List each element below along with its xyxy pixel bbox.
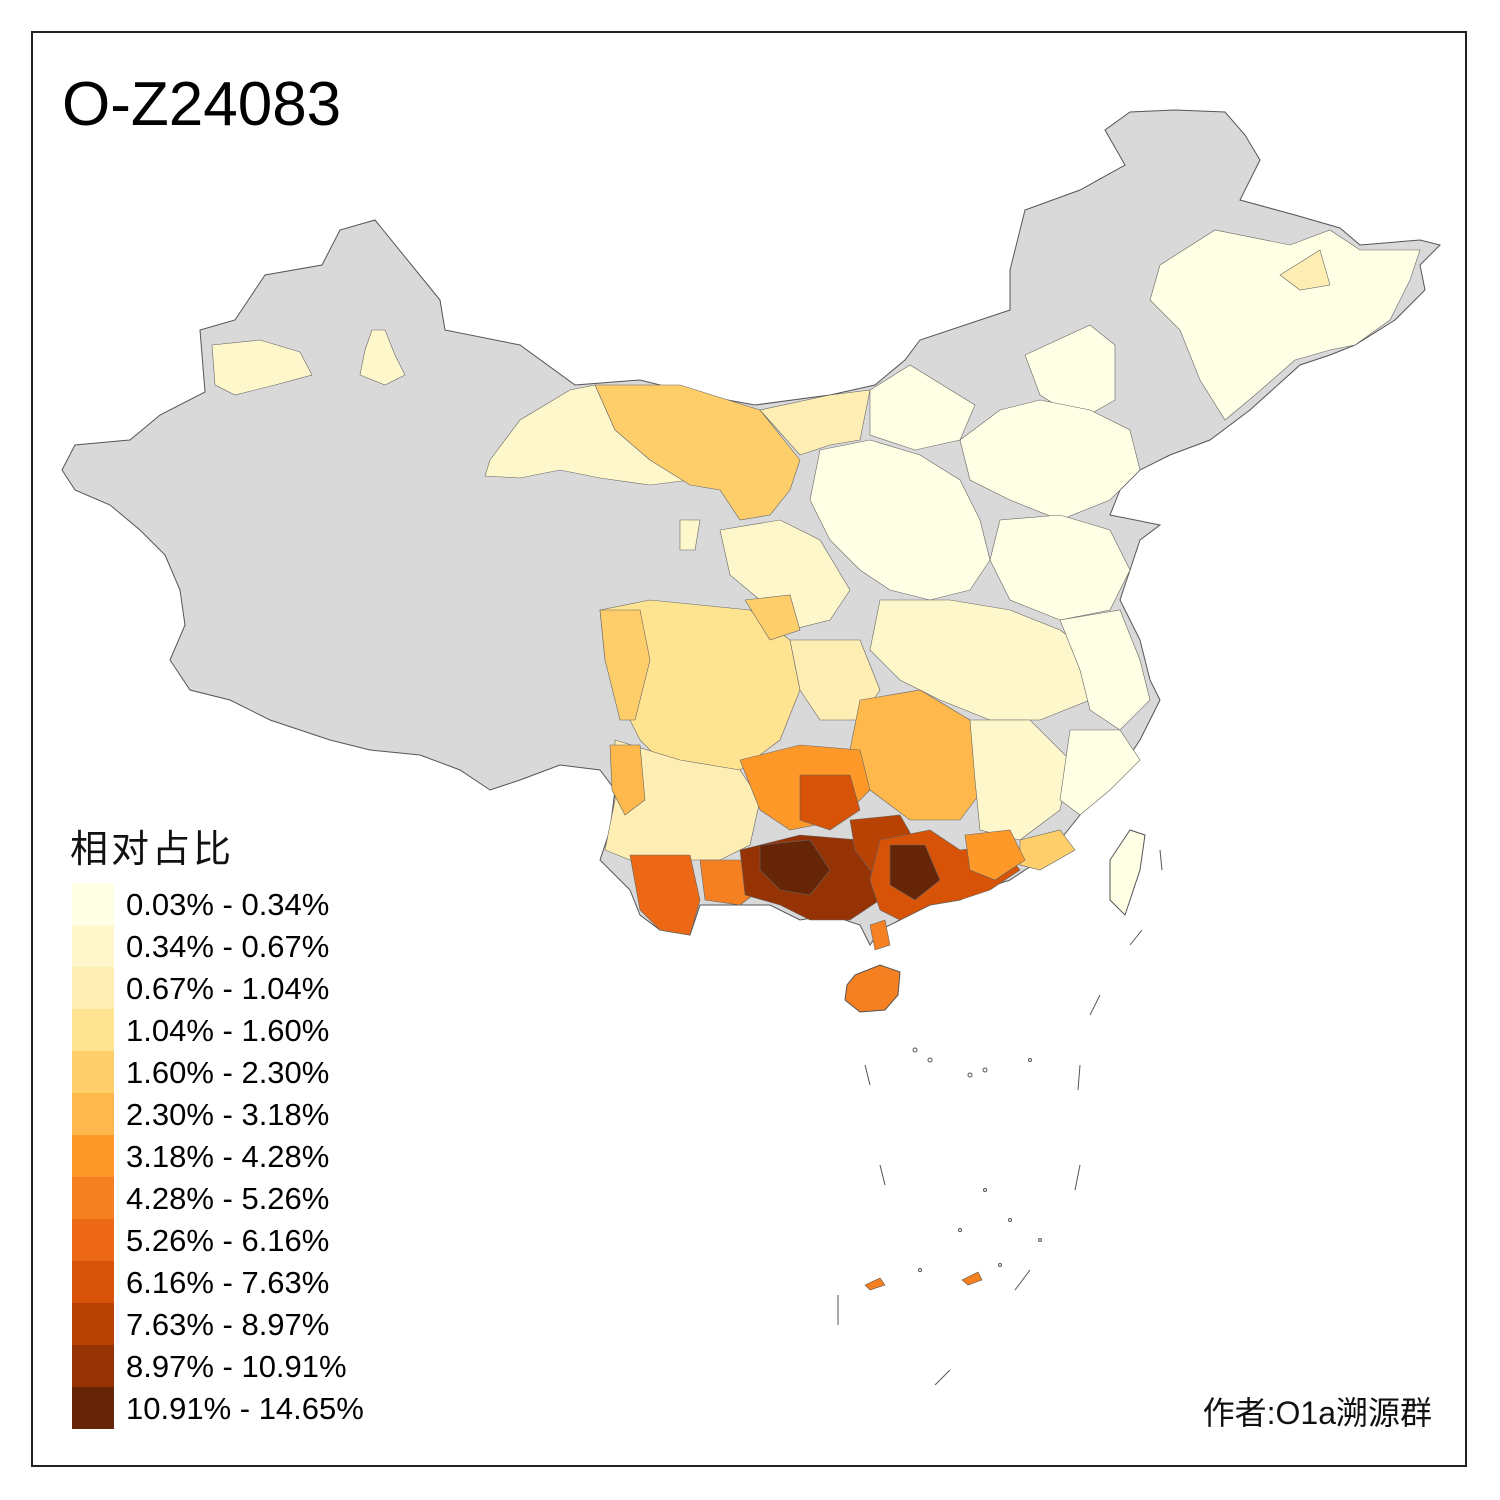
region-patch bbox=[1024, 324, 1116, 421]
legend-label: 0.03% - 0.34% bbox=[126, 887, 330, 922]
region-patch bbox=[799, 774, 861, 831]
legend-swatch bbox=[72, 1093, 114, 1135]
legend-item: 10.91% - 14.65% bbox=[72, 1387, 412, 1429]
map-frame bbox=[31, 31, 1467, 1467]
legend-item: 0.34% - 0.67% bbox=[72, 925, 412, 967]
legend-label: 7.63% - 8.97% bbox=[126, 1307, 330, 1342]
region-patch bbox=[719, 519, 851, 631]
legend-item: 4.28% - 5.26% bbox=[72, 1177, 412, 1219]
region-patch bbox=[1149, 229, 1421, 421]
legend-swatch bbox=[72, 1387, 114, 1429]
region-patch bbox=[809, 439, 991, 601]
legend-item: 2.30% - 3.18% bbox=[72, 1093, 412, 1135]
region-patch bbox=[629, 854, 701, 936]
region-patch bbox=[744, 594, 801, 641]
legend-item: 0.67% - 1.04% bbox=[72, 967, 412, 1009]
legend-item: 5.26% - 6.16% bbox=[72, 1219, 412, 1261]
legend-label: 1.04% - 1.60% bbox=[126, 1013, 330, 1048]
legend-label: 2.30% - 3.18% bbox=[126, 1097, 330, 1132]
region-patch bbox=[864, 1277, 886, 1291]
legend-label: 1.60% - 2.30% bbox=[126, 1055, 330, 1090]
legend-title: 相对占比 bbox=[70, 829, 235, 871]
region-patch bbox=[1059, 609, 1151, 731]
legend-label: 5.26% - 6.16% bbox=[126, 1223, 330, 1258]
region-patch bbox=[869, 919, 891, 951]
region-patch bbox=[889, 844, 941, 901]
legend-item: 3.18% - 4.28% bbox=[72, 1135, 412, 1177]
legend-label: 4.28% - 5.26% bbox=[126, 1181, 330, 1216]
region-patch bbox=[1279, 249, 1331, 291]
legend-item: 1.60% - 2.30% bbox=[72, 1051, 412, 1093]
region-patch bbox=[211, 339, 313, 396]
region-patch bbox=[869, 599, 1101, 721]
region-patch bbox=[359, 329, 406, 386]
region-patch bbox=[759, 389, 871, 456]
region-patch bbox=[1059, 729, 1141, 816]
legend-swatch bbox=[72, 1303, 114, 1345]
taiwan-island bbox=[1109, 829, 1146, 916]
region-patch bbox=[959, 399, 1141, 521]
region-patch bbox=[989, 514, 1131, 621]
legend: 0.03% - 0.34% 0.34% - 0.67% 0.67% - 1.04% 1… bbox=[72, 883, 412, 1429]
legend-label: 10.91% - 14.65% bbox=[126, 1391, 364, 1426]
legend-swatch bbox=[72, 1177, 114, 1219]
legend-swatch bbox=[72, 1219, 114, 1261]
legend-swatch bbox=[72, 1051, 114, 1093]
legend-item: 0.03% - 0.34% bbox=[72, 883, 412, 925]
hainan-island bbox=[844, 964, 901, 1013]
legend-label: 3.18% - 4.28% bbox=[126, 1139, 330, 1174]
region-patch bbox=[964, 829, 1026, 881]
legend-label: 0.34% - 0.67% bbox=[126, 929, 330, 964]
legend-item: 1.04% - 1.60% bbox=[72, 1009, 412, 1051]
map-title: O-Z24083 bbox=[62, 70, 342, 139]
legend-swatch bbox=[72, 1261, 114, 1303]
region-patch bbox=[759, 839, 831, 896]
legend-label: 6.16% - 7.63% bbox=[126, 1265, 330, 1300]
legend-swatch bbox=[72, 1135, 114, 1177]
legend-label: 8.97% - 10.91% bbox=[126, 1349, 347, 1384]
legend-swatch bbox=[72, 1009, 114, 1051]
region-patch bbox=[961, 1271, 983, 1286]
legend-swatch bbox=[72, 967, 114, 1009]
region-patch bbox=[679, 519, 701, 551]
legend-item: 7.63% - 8.97% bbox=[72, 1303, 412, 1345]
legend-swatch bbox=[72, 1345, 114, 1387]
region-patch bbox=[599, 609, 651, 721]
region-patch bbox=[594, 384, 801, 521]
south-china-sea-islands bbox=[837, 849, 1163, 1386]
legend-item: 6.16% - 7.63% bbox=[72, 1261, 412, 1303]
region-patch bbox=[609, 744, 646, 816]
author-credit: 作者:O1a溯源群 bbox=[1202, 1395, 1432, 1431]
legend-label: 0.67% - 1.04% bbox=[126, 971, 330, 1006]
region-patch bbox=[969, 719, 1071, 841]
legend-swatch bbox=[72, 883, 114, 925]
legend-swatch bbox=[72, 925, 114, 967]
legend-item: 8.97% - 10.91% bbox=[72, 1345, 412, 1387]
